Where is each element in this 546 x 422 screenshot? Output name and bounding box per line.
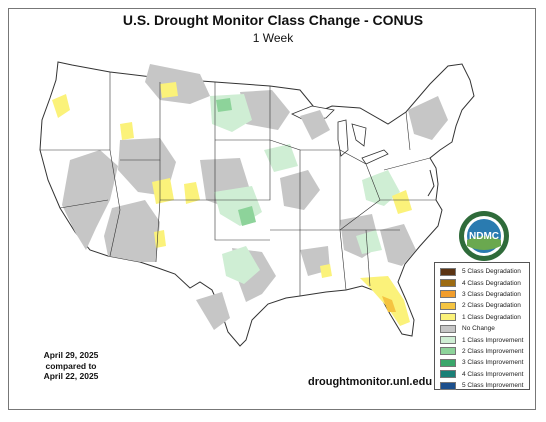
legend-label: 1 Class Improvement [462, 336, 524, 344]
legend-label: 5 Class Improvement [462, 382, 524, 390]
legend-item-2-class-improvement: 2 Class Improvement [440, 346, 526, 357]
lake-michigan [337, 119, 349, 157]
degradation-2-areas [382, 296, 396, 312]
state-boundaries [40, 72, 436, 296]
ndmc-seal-logo: NDMC [459, 211, 509, 261]
improvement-2-areas [216, 98, 256, 226]
legend-item-5-class-degradation: 5 Class Degradation [440, 266, 526, 277]
legend-item-3-class-degradation: 3 Class Degradation [440, 289, 526, 300]
legend-item-2-class-degradation: 2 Class Degradation [440, 300, 526, 311]
legend-label: 4 Class Improvement [462, 370, 524, 378]
previous-date: April 22, 2025 [43, 371, 99, 381]
legend-item-3-class-improvement: 3 Class Improvement [440, 357, 526, 368]
source-url: droughtmonitor.unl.edu [308, 376, 433, 388]
legend-item-1-class-degradation: 1 Class Degradation [440, 312, 526, 323]
legend-label: 5 Class Degradation [462, 268, 521, 276]
legend-label: No Change [462, 325, 495, 333]
compared-to-text: compared to [45, 360, 97, 371]
legend-swatch [440, 290, 456, 299]
ndmc-logo-text: NDMC [469, 231, 499, 242]
lake-erie [361, 149, 389, 165]
legend-label: 2 Class Improvement [462, 347, 524, 355]
legend-item-no-change: No Change [440, 323, 526, 334]
legend-swatch [440, 336, 456, 345]
chesapeake-bay [427, 169, 435, 197]
map-title: U.S. Drought Monitor Class Change - CONU… [122, 12, 424, 28]
legend-label: 3 Class Improvement [462, 359, 524, 367]
legend-swatch [440, 279, 456, 288]
legend-label: 4 Class Degradation [462, 279, 521, 287]
legend-swatch [440, 301, 456, 310]
legend-item-5-class-improvement: 5 Class Improvement [440, 380, 526, 391]
current-date: April 29, 2025 [43, 350, 99, 360]
legend-label: 1 Class Degradation [462, 313, 521, 321]
legend-item-4-class-degradation: 4 Class Degradation [440, 277, 526, 288]
legend-swatch [440, 358, 456, 367]
legend-swatch [440, 324, 456, 333]
legend-swatch [440, 267, 456, 276]
legend-item-1-class-improvement: 1 Class Improvement [440, 334, 526, 345]
legend-label: 3 Class Degradation [462, 290, 521, 298]
legend: 5 Class Degradation 4 Class Degradation … [434, 262, 530, 390]
legend-swatch [440, 347, 456, 356]
map-subtitle: 1 Week [252, 31, 294, 45]
legend-swatch [440, 381, 456, 390]
lake-huron [351, 123, 367, 147]
legend-item-4-class-improvement: 4 Class Improvement [440, 369, 526, 380]
comparison-dates: April 29, 2025 compared to April 22, 202… [26, 350, 116, 382]
legend-swatch [440, 313, 456, 322]
legend-label: 2 Class Degradation [462, 302, 521, 310]
legend-swatch [440, 370, 456, 379]
